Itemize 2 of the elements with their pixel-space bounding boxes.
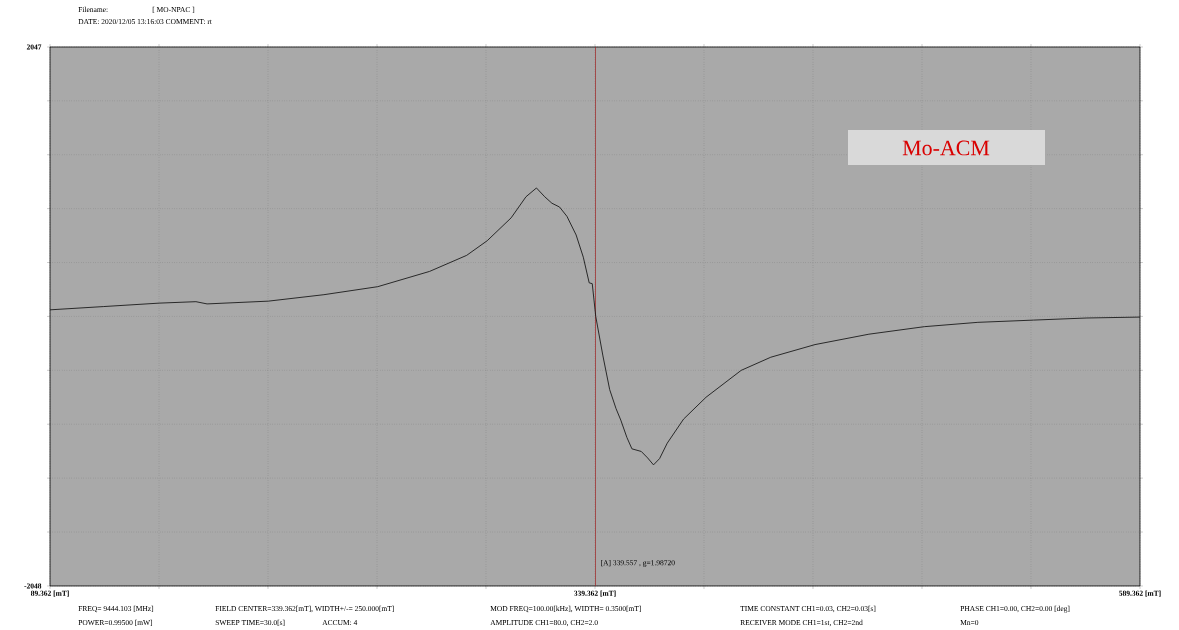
line-series bbox=[50, 187, 1140, 466]
annotation: Mo-ACM bbox=[902, 140, 990, 156]
